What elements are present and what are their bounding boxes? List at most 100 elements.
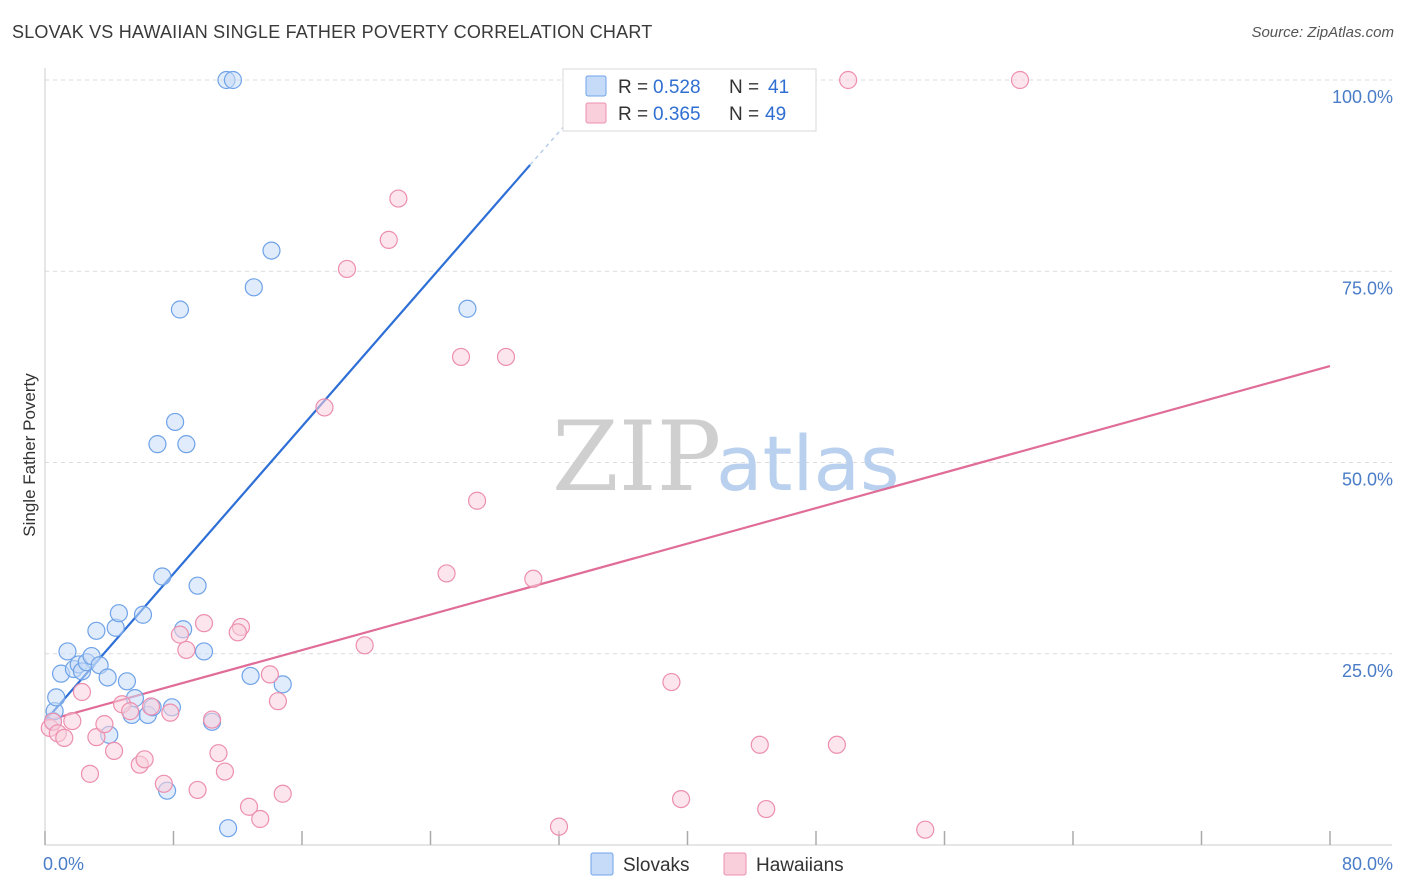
point-hawaiians-31 [315, 398, 334, 417]
point-slovaks-4 [58, 642, 77, 661]
point-hawaiians-7 [87, 728, 106, 747]
point-hawaiians-9 [104, 741, 124, 761]
bottom-legend-label-hawaiians: Hawaiians [756, 855, 844, 876]
point-slovaks-27 [170, 300, 190, 319]
point-hawaiians-49 [1010, 70, 1030, 90]
point-hawaiians-17 [170, 625, 190, 644]
legend-swatch-hawaiians [585, 102, 607, 124]
point-slovaks-2 [47, 688, 66, 707]
y-tick-label-0: 100.0% [1332, 87, 1393, 107]
y-tick-label-3: 25.0% [1342, 661, 1393, 681]
point-hawaiians-5 [72, 682, 92, 702]
legend-n-value-slovaks: 41 [768, 77, 789, 98]
point-hawaiians-48 [916, 820, 935, 839]
grid-lines [45, 79, 1392, 655]
point-hawaiians-25 [228, 623, 247, 642]
y-tick-label-2: 50.0% [1342, 470, 1393, 490]
point-hawaiians-32 [337, 259, 357, 279]
point-hawaiians-37 [451, 347, 471, 367]
point-hawaiians-22 [209, 744, 228, 763]
point-hawaiians-20 [194, 614, 214, 633]
point-hawaiians-27 [251, 809, 270, 829]
legend-n-label-slovaks: N = [729, 77, 759, 98]
point-hawaiians-28 [260, 665, 279, 684]
point-hawaiians-23 [215, 762, 234, 781]
x-tick-labels: 0.0% 80.0% [43, 854, 1393, 874]
legend-r-label-hawaiians: R = [618, 104, 648, 125]
point-slovaks-22 [148, 435, 167, 454]
legend-r-value-hawaiians: 0.365 [653, 104, 701, 125]
x-tick-label-1: 80.0% [1342, 854, 1393, 874]
legend-r-value-slovaks: 0.528 [653, 77, 701, 98]
point-hawaiians-26 [239, 797, 259, 816]
trend-line-hawaiians [44, 365, 1331, 723]
point-hawaiians-40 [524, 569, 543, 588]
legend-n-label-hawaiians: N = [729, 104, 759, 125]
point-hawaiians-30 [273, 784, 292, 803]
point-slovaks-35 [223, 70, 243, 90]
y-tick-label-1: 75.0% [1342, 278, 1393, 298]
point-slovaks-36 [241, 666, 260, 686]
point-hawaiians-13 [135, 750, 154, 769]
axes [44, 68, 1392, 846]
point-hawaiians-18 [177, 640, 196, 660]
y-tick-labels: 100.0% 75.0% 50.0% 25.0% [1332, 87, 1393, 681]
series-legend: Slovaks Hawaiians [590, 852, 844, 876]
point-slovaks-37 [244, 278, 263, 297]
y-axis-label: Single Father Poverty [20, 373, 39, 537]
point-hawaiians-36 [437, 564, 456, 583]
data-points [40, 70, 1030, 839]
series-hawaiians [40, 70, 1030, 839]
point-slovaks-31 [194, 642, 214, 661]
point-slovaks-23 [153, 567, 172, 586]
point-slovaks-19 [133, 605, 153, 624]
point-hawaiians-41 [549, 817, 569, 836]
point-slovaks-15 [117, 672, 137, 691]
point-hawaiians-8 [95, 715, 114, 734]
correlation-legend: R = 0.528 N = 41 R = 0.365 N = 49 [562, 68, 817, 132]
chart-title: SLOVAK VS HAWAIIAN SINGLE FATHER POVERTY… [12, 22, 653, 42]
point-hawaiians-34 [379, 230, 398, 249]
point-hawaiians-33 [355, 636, 374, 655]
bottom-legend-label-slovaks: Slovaks [623, 855, 690, 876]
point-hawaiians-4 [63, 711, 82, 731]
point-slovaks-14 [109, 604, 128, 623]
point-hawaiians-45 [757, 799, 776, 819]
point-hawaiians-38 [467, 491, 487, 510]
point-hawaiians-11 [121, 702, 140, 721]
trend-line-slovaks [44, 164, 531, 722]
point-slovaks-30 [188, 576, 207, 595]
point-slovaks-38 [262, 241, 281, 260]
point-hawaiians-3 [55, 728, 74, 748]
legend-r-label-slovaks: R = [618, 77, 648, 98]
point-hawaiians-21 [202, 710, 222, 729]
point-hawaiians-14 [141, 697, 161, 716]
point-slovaks-10 [87, 621, 106, 640]
point-hawaiians-35 [389, 189, 408, 208]
point-hawaiians-16 [161, 703, 180, 722]
point-hawaiians-39 [496, 347, 516, 367]
point-slovaks-33 [219, 819, 238, 838]
point-slovaks-26 [166, 412, 185, 432]
point-hawaiians-43 [671, 789, 691, 809]
point-slovaks-29 [177, 435, 196, 454]
x-tick-label-0: 0.0% [43, 854, 84, 874]
point-hawaiians-15 [154, 774, 173, 793]
point-hawaiians-46 [827, 735, 846, 754]
bottom-legend-swatch-slovaks [590, 852, 614, 876]
point-slovaks-39 [273, 675, 292, 694]
bottom-legend-swatch-hawaiians [723, 852, 747, 876]
chart-source: Source: ZipAtlas.com [1251, 24, 1394, 41]
point-slovaks-12 [98, 668, 117, 687]
point-hawaiians-42 [662, 672, 681, 692]
point-hawaiians-47 [839, 70, 858, 90]
point-hawaiians-19 [188, 780, 207, 800]
point-hawaiians-6 [80, 764, 100, 783]
point-slovaks-40 [458, 299, 477, 318]
legend-n-value-hawaiians: 49 [765, 104, 786, 125]
point-hawaiians-29 [268, 692, 288, 711]
watermark-atlas: atlas [716, 419, 900, 508]
legend-swatch-slovaks [585, 75, 607, 97]
point-hawaiians-44 [750, 735, 769, 754]
